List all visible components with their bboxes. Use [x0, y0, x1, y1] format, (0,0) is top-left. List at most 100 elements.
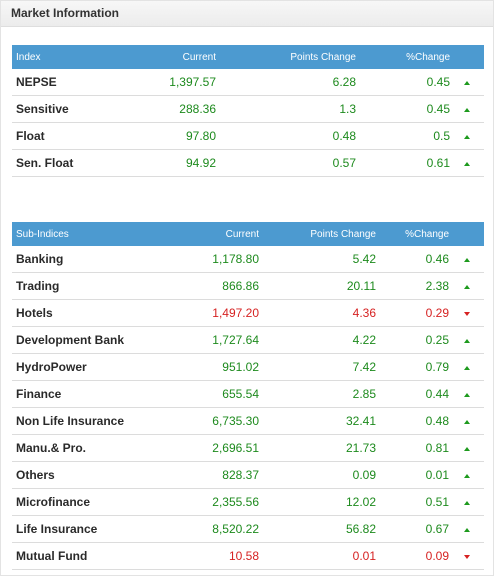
row-percent-change: 0.29: [376, 299, 449, 327]
triangle-up-icon: [463, 392, 470, 397]
triangle-up-icon: [464, 134, 470, 139]
triangle-up-icon: [463, 500, 470, 505]
sub-header-current: Current: [157, 222, 259, 246]
row-percent-change: 0.09: [376, 542, 449, 570]
row-current: 94.92: [140, 149, 216, 177]
sub-header-points-change: Points Change: [259, 222, 376, 246]
row-name: HydroPower: [12, 353, 157, 381]
row-current: 8,520.22: [157, 515, 259, 543]
triangle-up-icon: [464, 80, 470, 85]
index-header-percent-change: %Change: [356, 45, 450, 69]
triangle-down-icon: [463, 311, 470, 316]
row-current: 2,355.56: [157, 488, 259, 516]
row-points-change: 7.42: [259, 353, 376, 381]
table-row: Mutual Fund 10.58 0.01 0.09: [12, 542, 484, 570]
table-row: Manu.& Pro. 2,696.51 21.73 0.81: [12, 434, 484, 462]
row-name: Others: [12, 461, 157, 489]
row-points-change: 4.36: [259, 299, 376, 327]
row-current: 288.36: [140, 95, 216, 123]
table-row: Sensitive 288.36 1.3 0.45: [12, 95, 484, 123]
row-name: Life Insurance: [12, 515, 157, 543]
row-name: Sen. Float: [12, 149, 140, 177]
row-direction: [449, 353, 484, 381]
row-direction: [449, 272, 484, 300]
sub-indices-table: Sub-Indices Current Points Change %Chang…: [12, 222, 484, 570]
row-points-change: 6.28: [216, 69, 356, 96]
table-row: Trading 866.86 20.11 2.38: [12, 272, 484, 300]
row-percent-change: 0.45: [356, 95, 450, 123]
row-direction: [450, 149, 484, 177]
row-direction: [449, 488, 484, 516]
row-points-change: 1.3: [216, 95, 356, 123]
table-row: Sen. Float 94.92 0.57 0.61: [12, 149, 484, 177]
row-name: Hotels: [12, 299, 157, 327]
row-name: Manu.& Pro.: [12, 434, 157, 462]
row-direction: [449, 542, 484, 570]
row-direction: [449, 380, 484, 408]
row-points-change: 5.42: [259, 246, 376, 273]
triangle-up-icon: [463, 527, 470, 532]
index-header-points-change: Points Change: [216, 45, 356, 69]
row-current: 951.02: [157, 353, 259, 381]
index-header-arrow: [450, 45, 484, 69]
table-row: Microfinance 2,355.56 12.02 0.51: [12, 488, 484, 516]
row-points-change: 56.82: [259, 515, 376, 543]
row-name: Trading: [12, 272, 157, 300]
triangle-down-icon: [463, 554, 470, 559]
table-row: Life Insurance 8,520.22 56.82 0.67: [12, 515, 484, 543]
panel-title: Market Information: [1, 1, 493, 27]
triangle-up-icon: [463, 419, 470, 424]
row-current: 828.37: [157, 461, 259, 489]
row-current: 866.86: [157, 272, 259, 300]
row-current: 1,727.64: [157, 326, 259, 354]
row-current: 10.58: [157, 542, 259, 570]
table-row: NEPSE 1,397.57 6.28 0.45: [12, 69, 484, 96]
row-name: Banking: [12, 246, 157, 273]
row-points-change: 21.73: [259, 434, 376, 462]
row-current: 6,735.30: [157, 407, 259, 435]
row-name: Non Life Insurance: [12, 407, 157, 435]
triangle-up-icon: [463, 446, 470, 451]
row-points-change: 0.48: [216, 122, 356, 150]
row-direction: [449, 461, 484, 489]
row-current: 1,178.80: [157, 246, 259, 273]
row-name: Mutual Fund: [12, 542, 157, 570]
index-header-name: Index: [12, 45, 140, 69]
row-name: Sensitive: [12, 95, 140, 123]
sub-indices-table-header: Sub-Indices Current Points Change %Chang…: [12, 222, 484, 246]
table-row: Float 97.80 0.48 0.5: [12, 122, 484, 150]
row-percent-change: 0.81: [376, 434, 449, 462]
table-row: Non Life Insurance 6,735.30 32.41 0.48: [12, 407, 484, 435]
triangle-up-icon: [463, 473, 470, 478]
row-name: Development Bank: [12, 326, 157, 354]
table-row: Development Bank 1,727.64 4.22 0.25: [12, 326, 484, 354]
index-header-current: Current: [140, 45, 216, 69]
triangle-up-icon: [463, 284, 470, 289]
triangle-up-icon: [464, 107, 470, 112]
row-direction: [449, 246, 484, 273]
row-percent-change: 0.5: [356, 122, 450, 150]
triangle-up-icon: [463, 257, 470, 262]
row-direction: [449, 515, 484, 543]
row-current: 1,397.57: [140, 69, 216, 96]
row-direction: [450, 122, 484, 150]
row-current: 1,497.20: [157, 299, 259, 327]
row-percent-change: 0.48: [376, 407, 449, 435]
row-percent-change: 0.61: [356, 149, 450, 177]
row-direction: [449, 434, 484, 462]
row-current: 655.54: [157, 380, 259, 408]
row-points-change: 20.11: [259, 272, 376, 300]
row-name: NEPSE: [12, 69, 140, 96]
row-direction: [449, 299, 484, 327]
index-table-header: Index Current Points Change %Change: [12, 45, 484, 69]
table-row: Finance 655.54 2.85 0.44: [12, 380, 484, 408]
row-points-change: 0.57: [216, 149, 356, 177]
row-direction: [450, 95, 484, 123]
sub-header-percent-change: %Change: [376, 222, 449, 246]
row-percent-change: 0.51: [376, 488, 449, 516]
row-points-change: 0.01: [259, 542, 376, 570]
row-percent-change: 0.01: [376, 461, 449, 489]
index-table-body: NEPSE 1,397.57 6.28 0.45 Sensitive 288.36 1.3 0…: [12, 69, 484, 177]
row-name: Float: [12, 122, 140, 150]
